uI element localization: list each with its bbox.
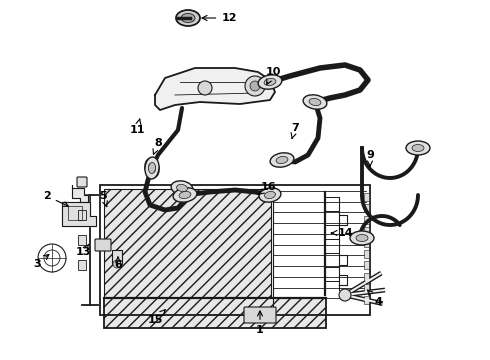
FancyBboxPatch shape	[364, 261, 369, 269]
Text: 15: 15	[147, 310, 165, 325]
Ellipse shape	[265, 192, 275, 199]
FancyBboxPatch shape	[364, 273, 369, 281]
FancyBboxPatch shape	[364, 193, 369, 201]
Ellipse shape	[264, 78, 276, 86]
Ellipse shape	[270, 153, 294, 167]
FancyBboxPatch shape	[78, 210, 86, 220]
Ellipse shape	[148, 163, 155, 173]
Ellipse shape	[145, 157, 159, 179]
Circle shape	[250, 81, 260, 91]
Ellipse shape	[148, 162, 155, 174]
Ellipse shape	[176, 184, 188, 192]
FancyBboxPatch shape	[364, 216, 369, 224]
Ellipse shape	[303, 95, 327, 109]
Text: 9: 9	[366, 150, 374, 166]
Text: 6: 6	[114, 257, 122, 270]
FancyBboxPatch shape	[95, 239, 111, 251]
FancyBboxPatch shape	[78, 260, 86, 270]
FancyBboxPatch shape	[77, 177, 87, 187]
FancyBboxPatch shape	[364, 239, 369, 247]
Circle shape	[339, 289, 351, 301]
FancyBboxPatch shape	[364, 296, 369, 303]
Text: 7: 7	[291, 123, 299, 139]
Text: 16: 16	[258, 182, 276, 195]
Text: 1: 1	[256, 311, 264, 335]
Polygon shape	[62, 202, 96, 226]
FancyBboxPatch shape	[78, 235, 86, 245]
Ellipse shape	[258, 75, 282, 89]
Circle shape	[245, 76, 265, 96]
Ellipse shape	[145, 158, 159, 178]
FancyBboxPatch shape	[364, 284, 369, 292]
Ellipse shape	[350, 231, 374, 245]
Text: 4: 4	[368, 290, 382, 307]
Polygon shape	[155, 68, 275, 110]
Ellipse shape	[259, 188, 281, 202]
FancyBboxPatch shape	[112, 250, 122, 264]
FancyBboxPatch shape	[364, 204, 369, 212]
Ellipse shape	[276, 156, 288, 163]
Circle shape	[198, 81, 212, 95]
Text: 11: 11	[129, 119, 145, 135]
Text: 3: 3	[33, 255, 49, 269]
Text: 8: 8	[153, 138, 162, 154]
Ellipse shape	[309, 98, 321, 105]
Ellipse shape	[171, 181, 193, 195]
Ellipse shape	[356, 234, 368, 242]
Ellipse shape	[179, 192, 191, 199]
FancyBboxPatch shape	[104, 298, 326, 328]
Text: 14: 14	[332, 228, 353, 238]
Circle shape	[113, 260, 121, 268]
Ellipse shape	[406, 141, 430, 155]
Polygon shape	[72, 185, 88, 202]
Ellipse shape	[181, 14, 195, 23]
Text: 2: 2	[43, 191, 69, 206]
Text: 12: 12	[202, 13, 237, 23]
FancyBboxPatch shape	[244, 307, 276, 323]
FancyBboxPatch shape	[104, 189, 271, 311]
Ellipse shape	[412, 144, 424, 152]
Ellipse shape	[173, 188, 197, 202]
Text: 5: 5	[99, 191, 107, 207]
Text: 13: 13	[75, 244, 91, 257]
Ellipse shape	[176, 10, 200, 26]
FancyBboxPatch shape	[364, 250, 369, 258]
Text: 10: 10	[265, 67, 281, 84]
FancyBboxPatch shape	[364, 227, 369, 235]
